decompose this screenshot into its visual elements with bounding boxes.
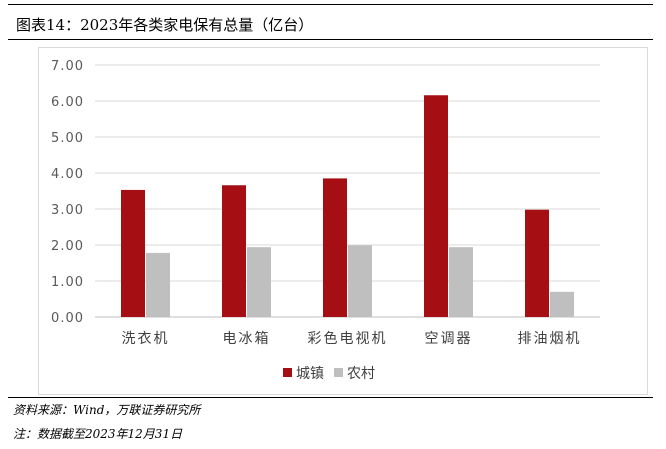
source-note: 资料来源：Wind，万联证券研究所 <box>13 403 201 417</box>
figure-title: 图表14：2023年各类家电保有总量（亿台） <box>16 16 314 34</box>
legend-swatch-rural <box>334 368 343 377</box>
category-label: 彩色电视机 <box>308 330 388 347</box>
y-axis-ticks: 0.00 1.00 2.00 3.00 4.00 5.00 6.00 7.00 <box>51 59 84 326</box>
legend-swatch-urban <box>283 368 292 377</box>
bar-urban-3 <box>323 178 347 317</box>
bar-urban-1 <box>121 189 145 317</box>
legend-label-rural: 农村 <box>347 366 375 382</box>
bar-urban-5 <box>525 209 549 317</box>
bars <box>121 95 574 318</box>
chart-frame <box>38 47 648 395</box>
bar-urban-4 <box>424 95 448 318</box>
y-tick-label: 2.00 <box>51 239 84 254</box>
footer-rule <box>8 397 653 398</box>
y-tick-label: 6.00 <box>51 95 84 110</box>
y-tick-label: 3.00 <box>51 203 84 218</box>
legend-label-urban: 城镇 <box>296 366 324 382</box>
y-tick-label: 4.00 <box>51 167 84 182</box>
bar-urban-2 <box>222 185 246 317</box>
y-tick-label: 0.00 <box>51 311 84 326</box>
bar-rural-1 <box>146 252 170 317</box>
y-tick-label: 5.00 <box>51 131 84 146</box>
title-bar: 图表14：2023年各类家电保有总量（亿台） <box>8 4 653 40</box>
bar-rural-2 <box>247 247 271 317</box>
category-label: 排油烟机 <box>518 331 582 347</box>
gridlines <box>95 64 600 318</box>
bar-rural-4 <box>449 247 473 317</box>
legend: 城镇 农村 <box>283 366 375 382</box>
y-tick-label: 1.00 <box>51 275 84 290</box>
category-label: 电冰箱 <box>223 331 271 347</box>
category-label: 空调器 <box>425 331 473 347</box>
bar-rural-5 <box>550 291 574 317</box>
bar-rural-3 <box>348 245 372 317</box>
y-tick-label: 7.00 <box>51 59 84 74</box>
category-label: 洗衣机 <box>122 331 170 347</box>
x-axis-categories: 洗衣机 电冰箱 彩色电视机 空调器 排油烟机 <box>122 330 582 347</box>
date-note: 注：数据截至2023年12月31日 <box>13 427 183 441</box>
